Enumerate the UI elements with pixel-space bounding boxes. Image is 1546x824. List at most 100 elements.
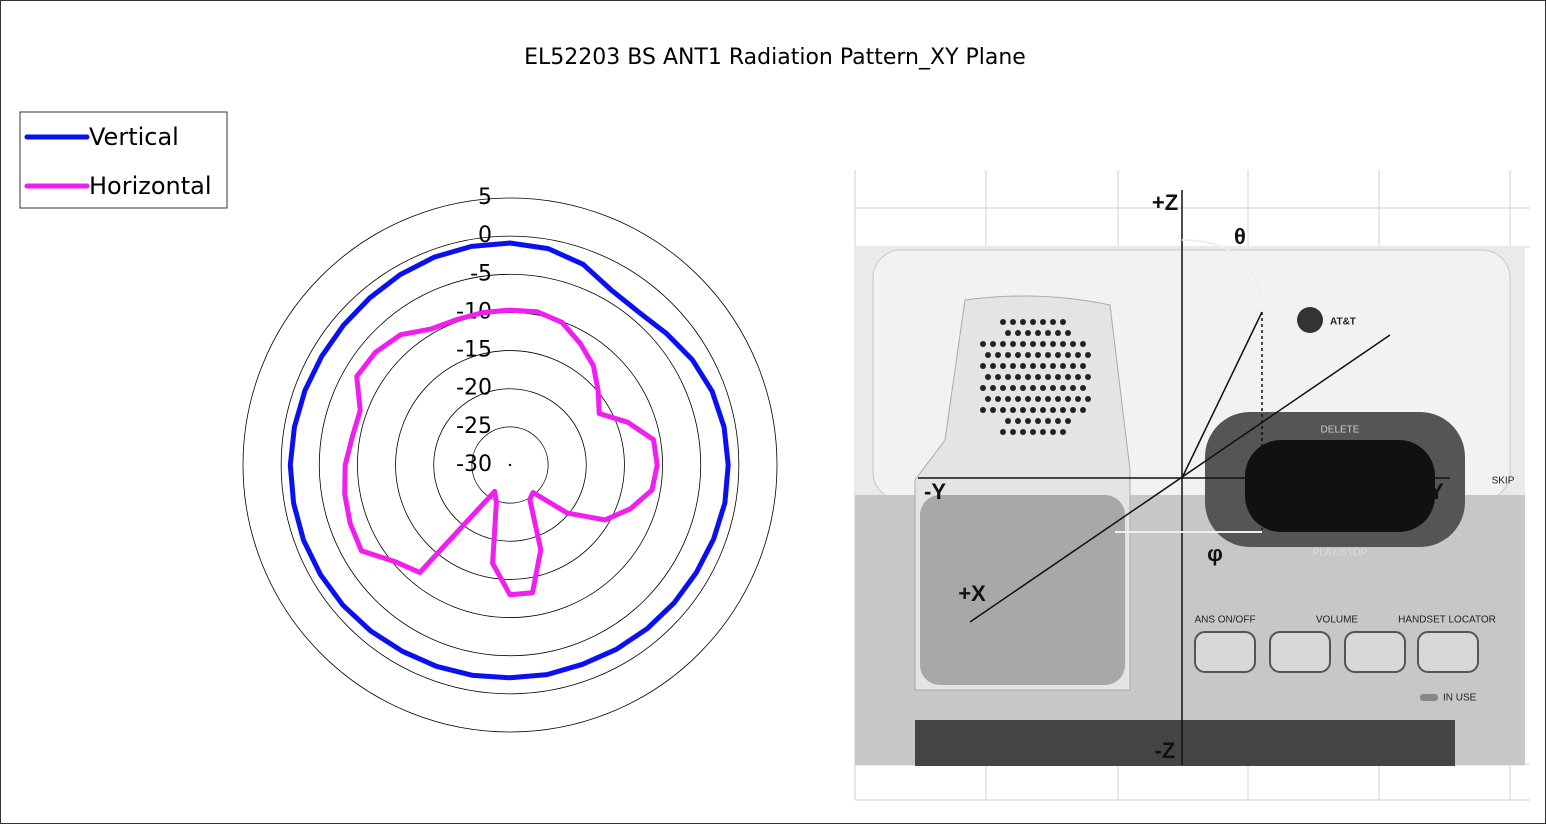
page: EL52203 BS ANT1 Radiation Pattern_XY Pla…	[0, 0, 1546, 824]
speaker-hole	[1040, 429, 1046, 435]
speaker-hole	[1045, 352, 1051, 358]
speaker-hole	[1030, 429, 1036, 435]
speaker-hole	[1000, 363, 1006, 369]
speaker-hole	[1005, 418, 1011, 424]
speaker-hole	[1060, 341, 1066, 347]
speaker-hole	[1060, 385, 1066, 391]
device-text: HANDSET LOCATOR	[1398, 615, 1496, 626]
speaker-hole	[1020, 363, 1026, 369]
speaker-hole	[1030, 319, 1036, 325]
legend-label: Vertical	[89, 123, 179, 151]
speaker-hole	[995, 396, 1001, 402]
speaker-hole	[980, 363, 986, 369]
speaker-hole	[1045, 330, 1051, 336]
device-text: PLAY/STOP	[1313, 548, 1368, 559]
device-text: SKIP	[1492, 476, 1515, 487]
speaker-hole	[1000, 385, 1006, 391]
angle-label: θ	[1234, 224, 1246, 249]
speaker-hole	[1005, 374, 1011, 380]
speaker-hole	[980, 341, 986, 347]
speaker-hole	[1085, 396, 1091, 402]
in-use-led	[1420, 694, 1438, 701]
speaker-hole	[1065, 352, 1071, 358]
speaker-hole	[1040, 363, 1046, 369]
speaker-hole	[1015, 352, 1021, 358]
speaker-hole	[990, 363, 996, 369]
axis-label: -Z	[1155, 738, 1176, 763]
speaker-hole	[1010, 341, 1016, 347]
speaker-hole	[990, 407, 996, 413]
speaker-hole	[1055, 396, 1061, 402]
speaker-hole	[990, 341, 996, 347]
logo	[1297, 307, 1323, 333]
speaker-hole	[1010, 429, 1016, 435]
speaker-hole	[1075, 374, 1081, 380]
speaker-hole	[1050, 341, 1056, 347]
speaker-hole	[1030, 363, 1036, 369]
speaker-hole	[1060, 363, 1066, 369]
speaker-hole	[1045, 374, 1051, 380]
speaker-hole	[1045, 418, 1051, 424]
speaker-hole	[1035, 352, 1041, 358]
speaker-hole	[1020, 407, 1026, 413]
speaker-hole	[1000, 407, 1006, 413]
speaker-hole	[1005, 330, 1011, 336]
speaker-hole	[1055, 330, 1061, 336]
chart-title: EL52203 BS ANT1 Radiation Pattern_XY Pla…	[524, 45, 1026, 70]
device-text: VOLUME	[1316, 615, 1359, 626]
speaker-hole	[1060, 429, 1066, 435]
speaker-hole	[1060, 319, 1066, 325]
speaker-hole	[1050, 385, 1056, 391]
speaker-hole	[1040, 341, 1046, 347]
speaker-hole	[1010, 363, 1016, 369]
speaker-hole	[1065, 330, 1071, 336]
grid-ring	[509, 464, 511, 466]
speaker-hole	[1010, 319, 1016, 325]
speaker-hole	[990, 385, 996, 391]
speaker-hole	[1035, 396, 1041, 402]
speaker-hole	[1025, 330, 1031, 336]
speaker-hole	[1045, 396, 1051, 402]
speaker-hole	[985, 396, 991, 402]
speaker-hole	[1015, 418, 1021, 424]
speaker-hole	[995, 374, 1001, 380]
speaker-hole	[1020, 341, 1026, 347]
r-tick-label: -15	[456, 338, 492, 363]
device-text: IN USE	[1443, 693, 1477, 704]
photo: +Z -Z +X +Y -Y θ φ AT&T DELETE PLAY/STOP…	[855, 170, 1530, 800]
speaker-hole	[1050, 429, 1056, 435]
speaker-hole	[1020, 319, 1026, 325]
axis-label: +Z	[1152, 190, 1178, 215]
device-text: ANS ON/OFF	[1194, 615, 1255, 626]
display	[1245, 440, 1435, 532]
speaker-hole	[1040, 407, 1046, 413]
speaker-hole	[1010, 385, 1016, 391]
angle-label: φ	[1207, 541, 1223, 566]
speaker-hole	[1015, 374, 1021, 380]
speaker-hole	[1040, 385, 1046, 391]
speaker-hole	[1070, 363, 1076, 369]
speaker-hole	[1055, 352, 1061, 358]
speaker-hole	[980, 385, 986, 391]
speaker-hole	[1080, 385, 1086, 391]
axis-label: -Y	[924, 479, 946, 504]
speaker-hole	[1025, 418, 1031, 424]
speaker-hole	[1070, 407, 1076, 413]
speaker-hole	[1080, 341, 1086, 347]
speaker-hole	[985, 374, 991, 380]
speaker-hole	[1075, 352, 1081, 358]
speaker-hole	[1000, 429, 1006, 435]
cradle-well	[920, 495, 1125, 685]
speaker-hole	[1040, 319, 1046, 325]
brand: AT&T	[1330, 317, 1356, 328]
speaker-hole	[1025, 374, 1031, 380]
speaker-hole	[1030, 341, 1036, 347]
speaker-hole	[1030, 385, 1036, 391]
device-text: DELETE	[1321, 425, 1360, 436]
r-tick-label: -20	[456, 376, 492, 401]
speaker-hole	[1060, 407, 1066, 413]
speaker-hole	[1030, 407, 1036, 413]
speaker-hole	[980, 407, 986, 413]
speaker-hole	[1080, 407, 1086, 413]
speaker-hole	[1050, 319, 1056, 325]
